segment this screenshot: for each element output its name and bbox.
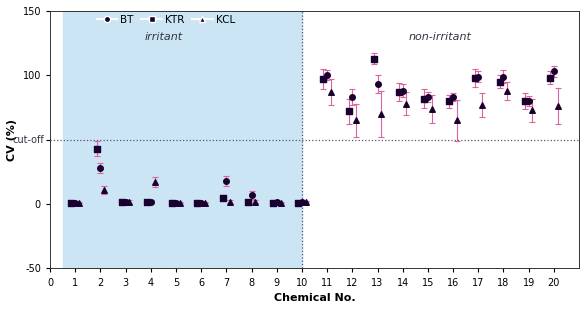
Text: cut-off: cut-off xyxy=(13,135,45,145)
Y-axis label: CV (%): CV (%) xyxy=(7,119,17,161)
BT xyxy=(549,69,558,74)
BT xyxy=(398,88,407,93)
BT xyxy=(373,82,382,87)
KTR xyxy=(193,200,202,205)
KTR xyxy=(67,200,76,205)
KTR xyxy=(319,77,328,82)
KCL xyxy=(175,200,185,205)
BT xyxy=(146,199,155,204)
KCL xyxy=(528,108,537,113)
KTR xyxy=(470,75,479,80)
KCL xyxy=(100,188,109,193)
BT xyxy=(448,95,458,100)
KCL xyxy=(150,180,159,185)
Bar xyxy=(63,11,302,268)
KTR xyxy=(495,79,505,84)
KTR xyxy=(394,90,404,95)
Text: irritant: irritant xyxy=(144,32,182,42)
KCL xyxy=(251,199,260,204)
KCL xyxy=(352,118,361,123)
BT xyxy=(524,99,533,104)
BT xyxy=(171,200,180,205)
Legend: BT, KTR, KCL: BT, KTR, KCL xyxy=(93,11,239,29)
KCL xyxy=(427,106,437,111)
Text: non-irritant: non-irritant xyxy=(409,32,472,42)
KTR xyxy=(168,200,177,205)
KTR xyxy=(218,195,227,200)
KTR xyxy=(92,146,101,151)
X-axis label: Chemical No.: Chemical No. xyxy=(274,293,355,303)
KTR xyxy=(294,200,303,205)
BT xyxy=(196,200,206,205)
KTR xyxy=(445,99,454,104)
BT xyxy=(222,179,231,184)
KCL xyxy=(200,200,210,205)
KCL xyxy=(74,200,84,205)
KCL xyxy=(125,199,134,204)
KCL xyxy=(276,200,285,205)
BT xyxy=(272,199,281,204)
KTR xyxy=(243,199,253,204)
KTR xyxy=(369,56,379,61)
BT xyxy=(322,73,332,78)
KTR xyxy=(546,75,555,80)
BT xyxy=(70,200,80,205)
KCL xyxy=(452,118,462,123)
KTR xyxy=(420,96,429,101)
KTR xyxy=(268,200,278,205)
BT xyxy=(473,74,483,79)
BT xyxy=(121,199,130,204)
KCL xyxy=(226,199,235,204)
KCL xyxy=(377,112,386,117)
KCL xyxy=(478,103,487,108)
KTR xyxy=(142,199,152,204)
BT xyxy=(96,166,105,171)
KCL xyxy=(402,101,411,106)
BT xyxy=(297,199,306,204)
KTR xyxy=(520,99,530,104)
BT xyxy=(347,95,357,100)
BT xyxy=(423,95,432,100)
KCL xyxy=(301,199,311,204)
KCL xyxy=(503,88,512,93)
KCL xyxy=(553,104,563,109)
KTR xyxy=(344,109,353,114)
KTR xyxy=(117,199,127,204)
BT xyxy=(247,193,256,197)
KCL xyxy=(326,90,336,95)
BT xyxy=(499,74,508,79)
